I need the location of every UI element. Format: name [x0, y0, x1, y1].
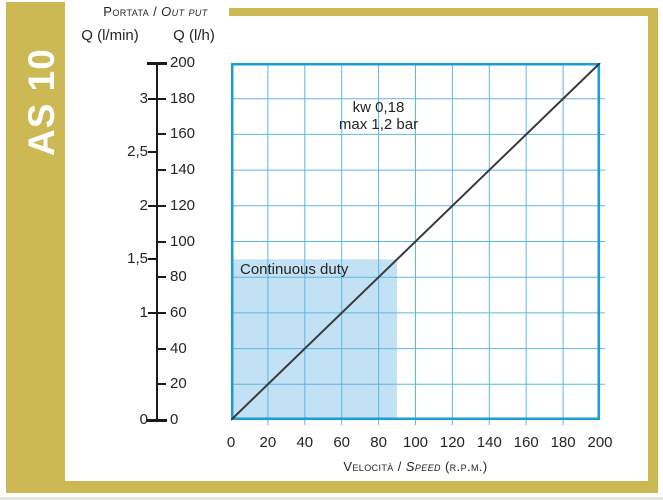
- frame-bottom-strip: [65, 481, 658, 493]
- y-tick-label-lh: 40: [170, 339, 187, 357]
- x-tick-label: 160: [513, 434, 539, 451]
- x-axis-title-it: Velocità /: [343, 459, 402, 474]
- x-tick-label: 40: [296, 434, 314, 451]
- y-axis-title: Portata / Out put: [58, 4, 253, 19]
- y-tick-lh: [158, 169, 166, 172]
- y-axis-line: [156, 63, 158, 421]
- x-tick-label: 80: [370, 434, 387, 451]
- x-tick-label: 20: [259, 434, 277, 451]
- y-tick-label-lh: 200: [170, 54, 196, 71]
- y-tick-label-lh: 180: [170, 89, 196, 107]
- y-tick-label-lmin: 2: [139, 196, 148, 214]
- y-tick-lh: [158, 311, 166, 314]
- y-tick-label-lh: 80: [170, 268, 187, 286]
- frame-top-strip: [229, 8, 657, 16]
- y-tick-label-lmin: 3: [139, 89, 148, 107]
- x-axis-title: Velocità / Speed (r.p.m.): [231, 459, 600, 474]
- x-axis-title-en: Speed: [405, 459, 441, 474]
- x-tick-label: 140: [476, 434, 502, 451]
- y-tick-label-lmin: 2,5: [127, 143, 148, 161]
- y-tick-lh: [158, 97, 166, 100]
- y-axis-title-it: Portata /: [103, 4, 158, 19]
- y-tick-label-lh: 120: [170, 196, 196, 214]
- y-tick-lmin: [148, 97, 156, 100]
- y-tick-lmin: [148, 311, 156, 314]
- y-axis-title-en: Out put: [161, 4, 208, 19]
- y-tick-label-lmin: 0: [139, 411, 148, 428]
- x-tick-label: 200: [587, 434, 613, 451]
- x-tick-label: 100: [402, 434, 429, 451]
- plot-border: [231, 63, 600, 420]
- y-tick-label-lh: 100: [170, 232, 196, 250]
- flow-speed-chart: [231, 63, 605, 425]
- y-tick-lh: [158, 133, 166, 136]
- y-tick-label-lh: 20: [170, 375, 187, 393]
- x-tick-label: 180: [550, 434, 576, 451]
- y-axis-end-tick: [147, 61, 167, 65]
- flow-curve: [231, 63, 601, 421]
- y-tick-lh: [158, 240, 166, 243]
- y-tick-lmin: [148, 151, 156, 154]
- y-tick-lh: [158, 347, 166, 350]
- x-tick-label: 120: [439, 434, 465, 451]
- y-tick-lh: [158, 276, 166, 279]
- frame-right-strip: [648, 8, 658, 493]
- y-axis-end-tick: [147, 418, 167, 422]
- y-tick-label-lh: 60: [170, 303, 187, 321]
- y-tick-lh: [158, 204, 166, 207]
- y-unit-lmin-label: Q (l/min): [81, 27, 139, 44]
- y-tick-lmin: [148, 204, 156, 207]
- model-side-tab: AS 10: [6, 2, 65, 493]
- y-tick-label-lmin: 1: [139, 303, 148, 321]
- page-bottom-edge: [0, 497, 663, 500]
- y-tick-lh: [158, 383, 166, 386]
- y-axis: 0 20 40 60 80 100 120 140 160 180 200 0 1 1,5 2 2,5 3: [95, 54, 225, 431]
- x-tick-label: 60: [333, 434, 351, 451]
- y-tick-lmin: [148, 258, 156, 261]
- model-label: AS 10: [21, 48, 62, 156]
- x-axis-unit: (r.p.m.): [444, 459, 488, 474]
- y-unit-lh-label: Q (l/h): [173, 27, 215, 44]
- y-tick-label-lmin: 1,5: [127, 250, 148, 268]
- y-tick-label-lh: 160: [170, 125, 196, 143]
- x-tick-label: 0: [226, 434, 236, 451]
- y-tick-label-lh: 0: [170, 411, 179, 428]
- y-tick-label-lh: 140: [170, 161, 196, 179]
- x-axis-labels: 0 20 40 60 80 100 120 140 160 180 200: [227, 434, 613, 452]
